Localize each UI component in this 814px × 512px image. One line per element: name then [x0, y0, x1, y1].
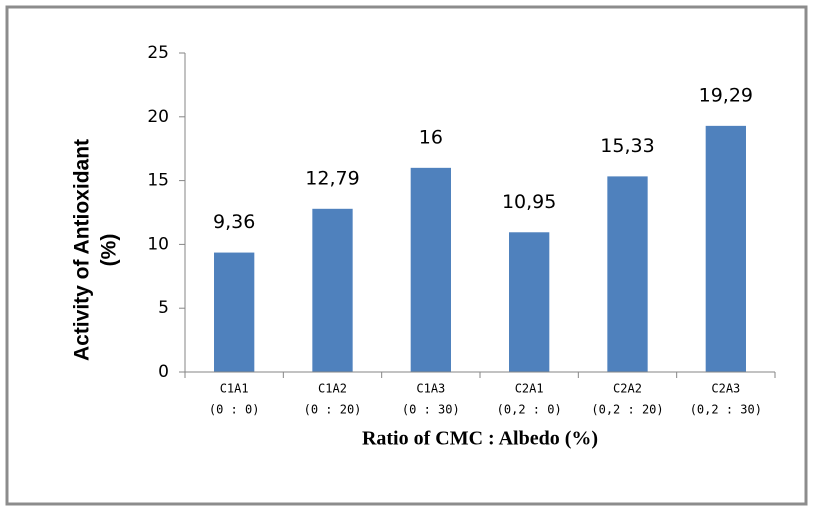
x-tick-label: C1A2	[318, 382, 347, 396]
x-tick-label: (0,2 : 30)	[690, 403, 762, 417]
x-tick-label: C2A2	[613, 382, 642, 396]
y-tick-label: 10	[147, 234, 169, 254]
y-tick-label: 0	[158, 362, 169, 382]
value-label: 10,95	[502, 191, 556, 213]
x-tick-label: C2A3	[711, 382, 740, 396]
x-tick-label: C1A1	[220, 382, 249, 396]
x-tick-label: (0,2 : 0)	[497, 403, 562, 417]
bar	[214, 252, 255, 372]
y-tick-label: 5	[158, 298, 169, 318]
value-label: 16	[419, 126, 443, 148]
y-axis-title: (%)	[98, 234, 121, 267]
y-tick-label: 15	[147, 171, 169, 191]
x-tick-label: (0,2 : 20)	[591, 403, 663, 417]
bar	[705, 125, 746, 373]
bar	[312, 208, 353, 372]
value-label: 19,29	[699, 84, 753, 106]
y-axis-title: Activity of Antioxidant	[71, 139, 94, 361]
y-tick-label: 20	[147, 107, 169, 127]
value-label: 15,33	[600, 135, 654, 157]
bar	[607, 176, 648, 372]
chart-border	[5, 5, 808, 506]
y-tick-label: 25	[147, 43, 169, 63]
x-tick-label: (0 : 30)	[402, 403, 460, 417]
bar	[509, 232, 550, 372]
x-tick-label: (0 : 20)	[304, 403, 362, 417]
x-tick-label: (0 : 0)	[209, 403, 260, 417]
value-label: 12,79	[305, 167, 359, 189]
x-tick-label: C1A3	[416, 382, 445, 396]
x-axis-title: Ratio of CMC : Albedo (%)	[362, 428, 598, 450]
value-label: 9,36	[213, 211, 255, 233]
bar	[410, 167, 451, 372]
x-tick-label: C2A1	[515, 382, 544, 396]
